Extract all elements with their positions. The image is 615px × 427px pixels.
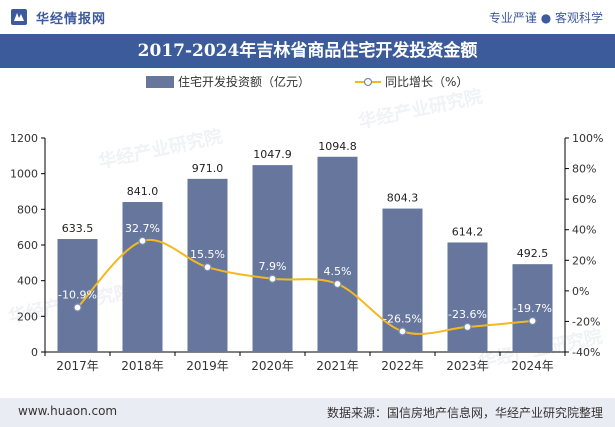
slogan: 专业严谨 ● 客观科学 (488, 11, 603, 25)
y-left-tick-label: 600 (17, 239, 38, 252)
x-tick-label: 2024年 (511, 359, 554, 373)
y-left-tick-label: 1200 (10, 132, 38, 145)
y-right-tick-label: 40% (572, 224, 596, 237)
legend-bar-label: 住宅开发投资额（亿元） (178, 74, 310, 89)
y-left-tick-label: 0 (31, 346, 38, 359)
growth-value-label: -10.9% (58, 289, 97, 302)
y-right-tick-label: 0% (572, 285, 589, 298)
growth-value-label: 4.5% (324, 265, 352, 278)
bar-value-label: 841.0 (127, 185, 159, 198)
bar (57, 239, 98, 352)
footer: www.huaon.com 数据来源：国信房地产信息网，华经产业研究院整理 (0, 398, 615, 427)
legend-line-label: 同比增长（%） (385, 75, 468, 89)
growth-point (138, 236, 147, 245)
growth-point (333, 279, 342, 289)
y-right-tick-label: -20% (572, 315, 600, 328)
y-right-tick-label: 20% (572, 254, 596, 267)
top-bar: 华经情报网 专业严谨 ● 客观科学 (0, 0, 615, 34)
data-source: 数据来源：国信房地产信息网，华经产业研究院整理 (326, 406, 603, 420)
bar (512, 264, 553, 352)
x-tick-label: 2021年 (316, 359, 359, 373)
y-left-tick-label: 800 (17, 203, 38, 216)
growth-value-label: -26.5% (383, 312, 422, 325)
y-right-tick-label: 60% (572, 193, 596, 206)
growth-value-label: 15.5% (190, 248, 225, 261)
growth-value-label: 32.7% (125, 222, 160, 235)
growth-point (268, 274, 277, 283)
bar (122, 202, 163, 352)
growth-point (398, 327, 407, 336)
bar-value-label: 804.3 (387, 192, 419, 205)
huajing-logo-icon (11, 9, 27, 25)
growth-value-label: 7.9% (259, 260, 287, 273)
bar (447, 242, 488, 352)
growth-point (528, 316, 537, 326)
legend-bar-swatch (146, 76, 174, 88)
y-left-tick-label: 200 (17, 310, 38, 323)
y-right-tick-label: -40% (572, 346, 600, 359)
growth-point (73, 303, 82, 312)
x-tick-label: 2017年 (56, 359, 99, 373)
bar-value-label: 633.5 (62, 222, 94, 235)
x-tick-label: 2018年 (121, 359, 164, 373)
bar (317, 156, 358, 352)
watermark-text: 华经产业研究院 (356, 85, 484, 133)
bar-value-label: 1047.9 (253, 148, 292, 161)
y-left-tick-label: 1000 (10, 168, 38, 181)
bar-value-label: 971.0 (192, 162, 224, 175)
x-tick-label: 2022年 (381, 359, 424, 373)
bar-value-label: 1094.8 (318, 140, 357, 153)
chart-title: 2017-2024年吉林省商品住宅开发投资金额 (0, 34, 615, 68)
website-link[interactable]: www.huaon.com (18, 404, 118, 418)
y-right-tick-label: 80% (572, 163, 596, 176)
legend-line-marker (363, 77, 373, 87)
growth-value-label: -19.7% (513, 302, 552, 315)
growth-point (463, 322, 472, 332)
x-tick-label: 2019年 (186, 359, 229, 373)
chart: 华经产业研究院华经产业研究院华经产业研究院华经产业研究院 住宅开发投资额（亿元）… (6, 74, 604, 373)
bar-value-label: 614.2 (452, 225, 484, 238)
x-tick-label: 2020年 (251, 359, 294, 373)
growth-point (203, 263, 212, 272)
bar-value-label: 492.5 (517, 247, 549, 260)
x-tick-label: 2023年 (446, 359, 489, 373)
bar (252, 165, 293, 352)
y-right-tick-label: 100% (572, 132, 603, 145)
y-left-tick-label: 400 (17, 275, 38, 288)
growth-value-label: -23.6% (448, 308, 487, 321)
brand-name: 华经情报网 (36, 12, 107, 27)
